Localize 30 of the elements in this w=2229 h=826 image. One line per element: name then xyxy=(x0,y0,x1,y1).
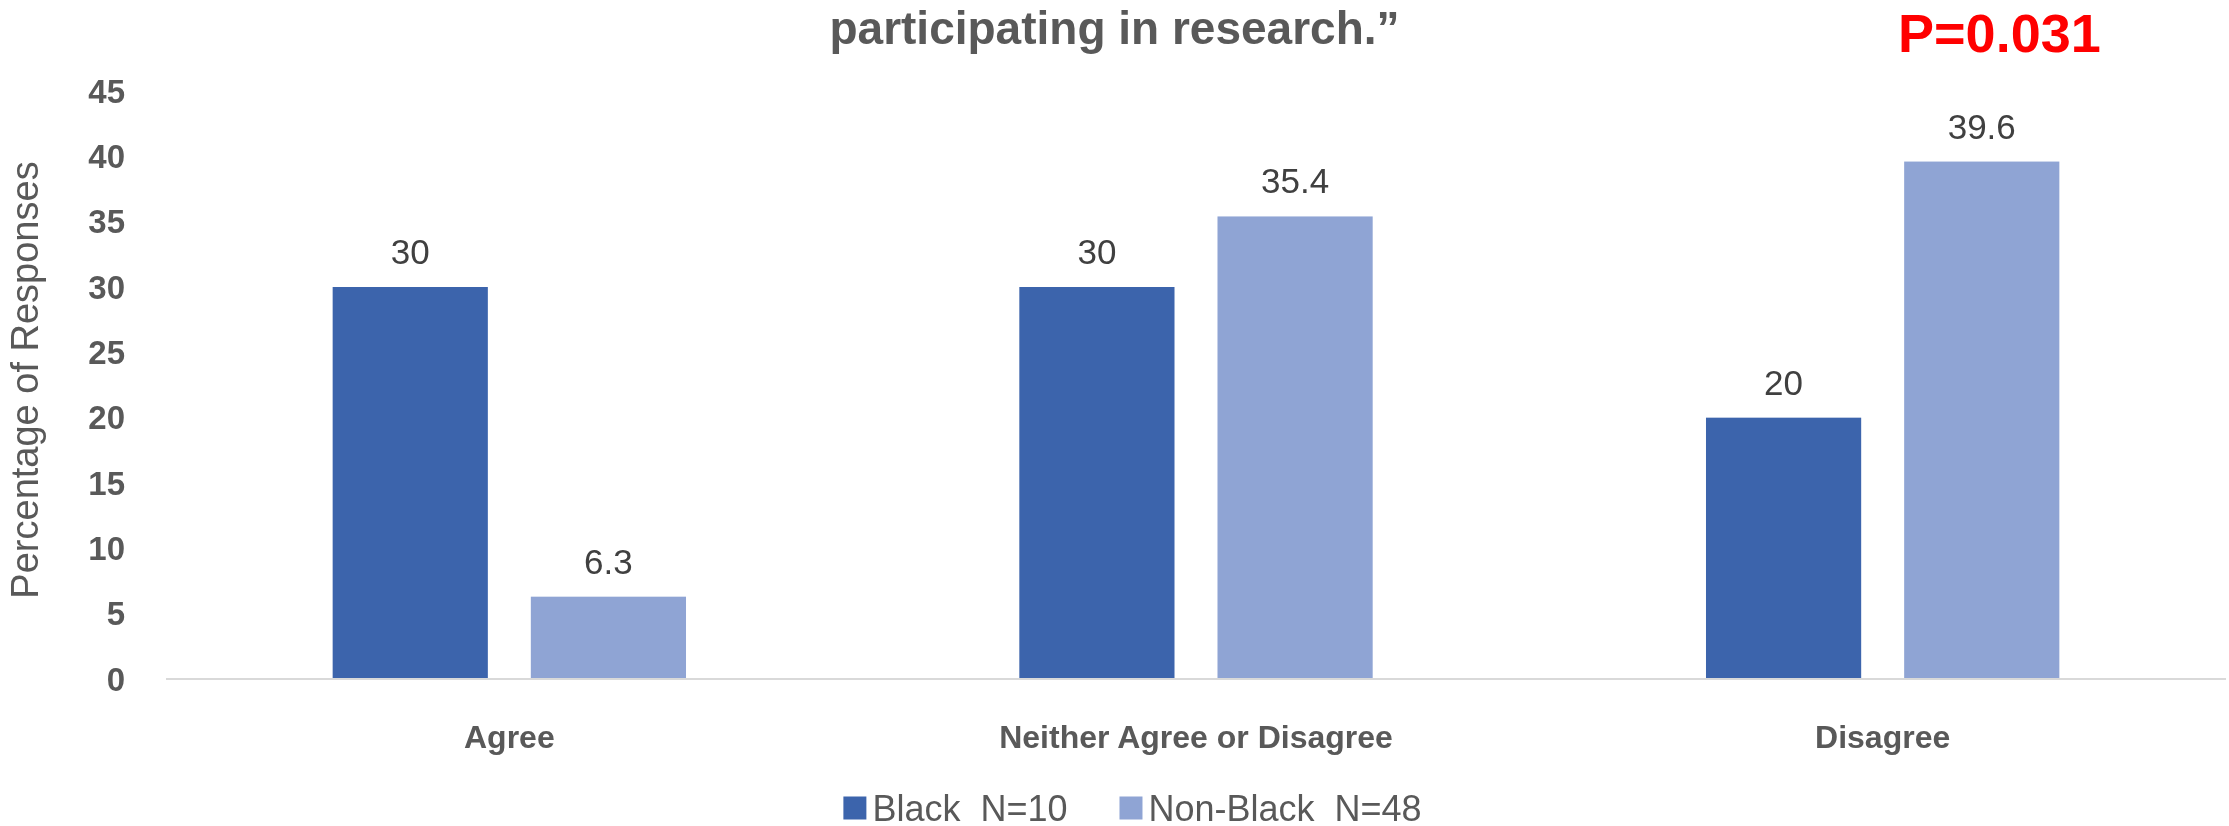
y-tick-label: 20 xyxy=(88,399,125,437)
data-label: 20 xyxy=(1764,362,1804,402)
data-label: 6.3 xyxy=(584,541,633,581)
y-axis-title: Percentage of Responses xyxy=(4,161,46,599)
bar xyxy=(1217,216,1373,679)
y-tick-label: 35 xyxy=(88,203,125,241)
bar xyxy=(1705,417,1862,679)
legend-label: Black N=10 xyxy=(872,787,1068,826)
y-tick-label: 10 xyxy=(88,529,125,567)
data-label: 39.6 xyxy=(1947,106,2016,146)
y-tick-label: 0 xyxy=(106,660,125,698)
x-tick-label: Agree xyxy=(463,719,555,755)
data-label: 30 xyxy=(1077,232,1117,271)
y-tick-label: 30 xyxy=(88,268,125,306)
chart-title: participating in research.” xyxy=(829,2,1400,54)
bar xyxy=(1904,161,2060,679)
y-tick-label: 25 xyxy=(88,333,125,371)
y-tick-label: 5 xyxy=(106,595,125,633)
data-label: 30 xyxy=(390,232,430,271)
data-label: 35.4 xyxy=(1261,161,1330,201)
bar xyxy=(530,596,687,679)
x-tick-label: Disagree xyxy=(1815,719,1951,755)
y-tick-label: 45 xyxy=(88,72,125,110)
text: P=0.031 xyxy=(1898,3,2101,63)
bar xyxy=(1019,287,1175,679)
x-tick-label: Neither Agree or Disagree xyxy=(999,719,1393,755)
legend-label: Non-Black N=48 xyxy=(1148,787,1422,826)
y-tick-label: 15 xyxy=(88,464,125,502)
y-tick-label: 40 xyxy=(88,137,125,175)
bar xyxy=(332,287,488,679)
